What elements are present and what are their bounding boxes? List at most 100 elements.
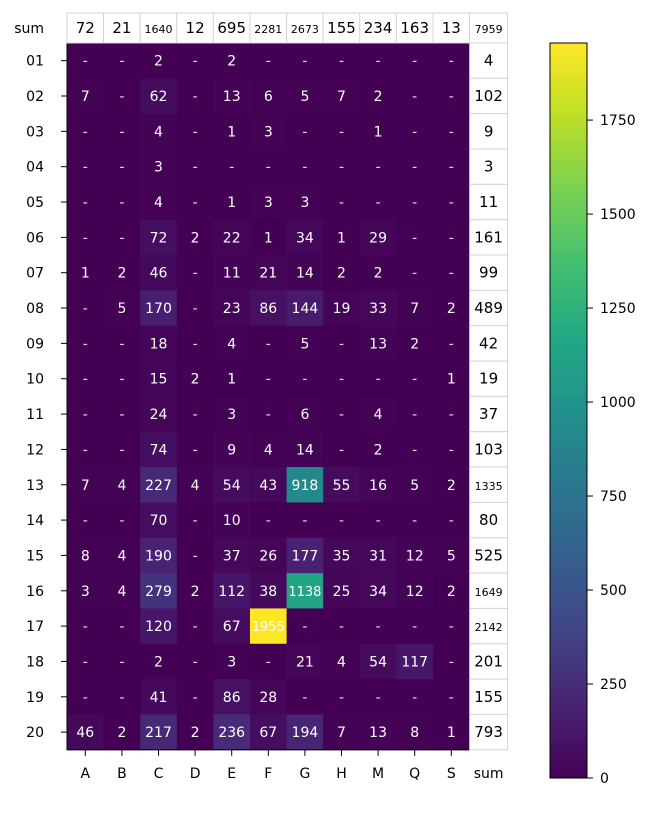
cell-value-label: 35	[333, 548, 351, 564]
row-sum-label: 793	[474, 723, 503, 741]
column-sum-box	[249, 12, 288, 44]
cell-value-label: -	[412, 266, 417, 282]
cell-value-label: 5	[447, 548, 456, 564]
heatmap-cell	[359, 113, 397, 150]
heatmap-cell	[396, 255, 434, 291]
cell-value-label: 5	[410, 478, 419, 494]
cell-value-label: 7	[410, 301, 419, 317]
heatmap-cell	[67, 608, 104, 645]
heatmap-cell	[103, 113, 141, 150]
heatmap-cell	[250, 361, 287, 397]
heatmap-cell	[250, 467, 287, 503]
heatmap-cell	[140, 502, 178, 539]
heatmap-cell	[359, 643, 397, 680]
x-tick-label: F	[264, 766, 272, 782]
heatmap-cell	[359, 184, 397, 221]
heatmap-cell	[67, 149, 104, 185]
heatmap-cell	[140, 679, 178, 715]
heatmap-cell	[286, 431, 324, 468]
y-tick-label: 07	[26, 266, 44, 282]
cell-value-label: -	[412, 690, 417, 706]
heatmap-cell	[250, 290, 287, 327]
heatmap-cell	[140, 149, 178, 185]
cell-value-label: 37	[223, 548, 241, 564]
column-sum-label: 2673	[291, 23, 319, 36]
heatmap-cell	[213, 184, 251, 221]
heatmap-cell	[140, 608, 178, 645]
cell-value-label: 2	[191, 372, 200, 388]
heatmap-cell	[396, 78, 434, 115]
sum-row-label: sum	[14, 21, 44, 37]
cell-value-label: -	[83, 230, 88, 246]
column-sum-box	[395, 12, 434, 44]
cell-value-label: -	[119, 442, 124, 458]
heatmap-cell	[396, 219, 434, 256]
heatmap-cell	[286, 643, 324, 680]
cell-value-label: 2	[337, 266, 346, 282]
y-tick-label: 09	[26, 336, 44, 352]
cell-value-label: 10	[223, 513, 241, 529]
cell-value-label: -	[266, 513, 271, 529]
cell-value-label: -	[193, 54, 198, 70]
cell-value-label: -	[449, 195, 454, 211]
colorbar-tick-label: 500	[600, 583, 627, 599]
cell-value-label: 3	[264, 124, 273, 140]
heatmap-cell	[103, 184, 141, 221]
cell-value-label: -	[449, 407, 454, 423]
sum-column-label: sum	[474, 766, 504, 782]
column-sum-label: 1640	[145, 23, 173, 36]
row-sum-box	[469, 325, 509, 362]
heatmap-cell	[103, 396, 141, 433]
y-tick-label: 02	[26, 89, 44, 105]
cell-value-label: 4	[117, 548, 126, 564]
row-sum-box	[469, 537, 509, 574]
column-sum-label: 12	[186, 19, 205, 37]
heatmap-cell	[103, 608, 141, 645]
row-sum-box	[469, 42, 509, 79]
cell-value-label: -	[339, 407, 344, 423]
heatmap-cell	[67, 219, 104, 256]
cell-value-label: 177	[292, 548, 319, 564]
heatmap-cell	[67, 43, 104, 79]
cell-value-label: 2	[410, 336, 419, 352]
cell-value-label: -	[339, 619, 344, 635]
cell-value-label: -	[83, 372, 88, 388]
cell-value-label: 5	[300, 89, 309, 105]
heatmap-cell	[323, 78, 361, 115]
column-sum-box	[286, 12, 324, 44]
heatmap-cell	[396, 467, 434, 503]
row-sum-box	[469, 501, 509, 539]
y-tick-label: 05	[26, 195, 44, 211]
cell-value-label: 12	[406, 548, 424, 564]
cell-value-label: -	[119, 336, 124, 352]
row-sum-label: 489	[474, 299, 503, 317]
cell-value-label: -	[119, 513, 124, 529]
heatmap-cell	[213, 502, 251, 539]
row-sum-label: 9	[484, 122, 494, 140]
heatmap-cell	[213, 608, 251, 645]
heatmap-cell	[323, 643, 361, 680]
row-sum-label: 525	[474, 546, 503, 564]
heatmap-cell	[396, 431, 434, 468]
row-sum-box	[469, 289, 509, 327]
heatmap-cell	[103, 573, 141, 609]
heatmap-cell	[103, 467, 141, 503]
heatmap-cell	[286, 537, 324, 574]
heatmap-cell	[213, 714, 251, 751]
heatmap-cell	[433, 290, 470, 327]
cell-value-label: 2	[447, 301, 456, 317]
heatmap-cell	[250, 608, 287, 645]
cell-value-label: 55	[333, 478, 351, 494]
cell-value-label: -	[376, 160, 381, 176]
x-tick-label: M	[372, 766, 384, 782]
y-tick-label: 01	[26, 54, 44, 70]
heatmap-cell	[396, 325, 434, 362]
heatmap-cell	[176, 184, 214, 221]
heatmap-cell	[433, 325, 470, 362]
colorbar-tick-label: 1000	[600, 395, 636, 411]
heatmap-cell	[286, 149, 324, 185]
heatmap-cell	[359, 431, 397, 468]
column-sum-box	[359, 12, 397, 44]
heatmap-cell	[140, 467, 178, 503]
cell-value-label: 23	[223, 301, 241, 317]
